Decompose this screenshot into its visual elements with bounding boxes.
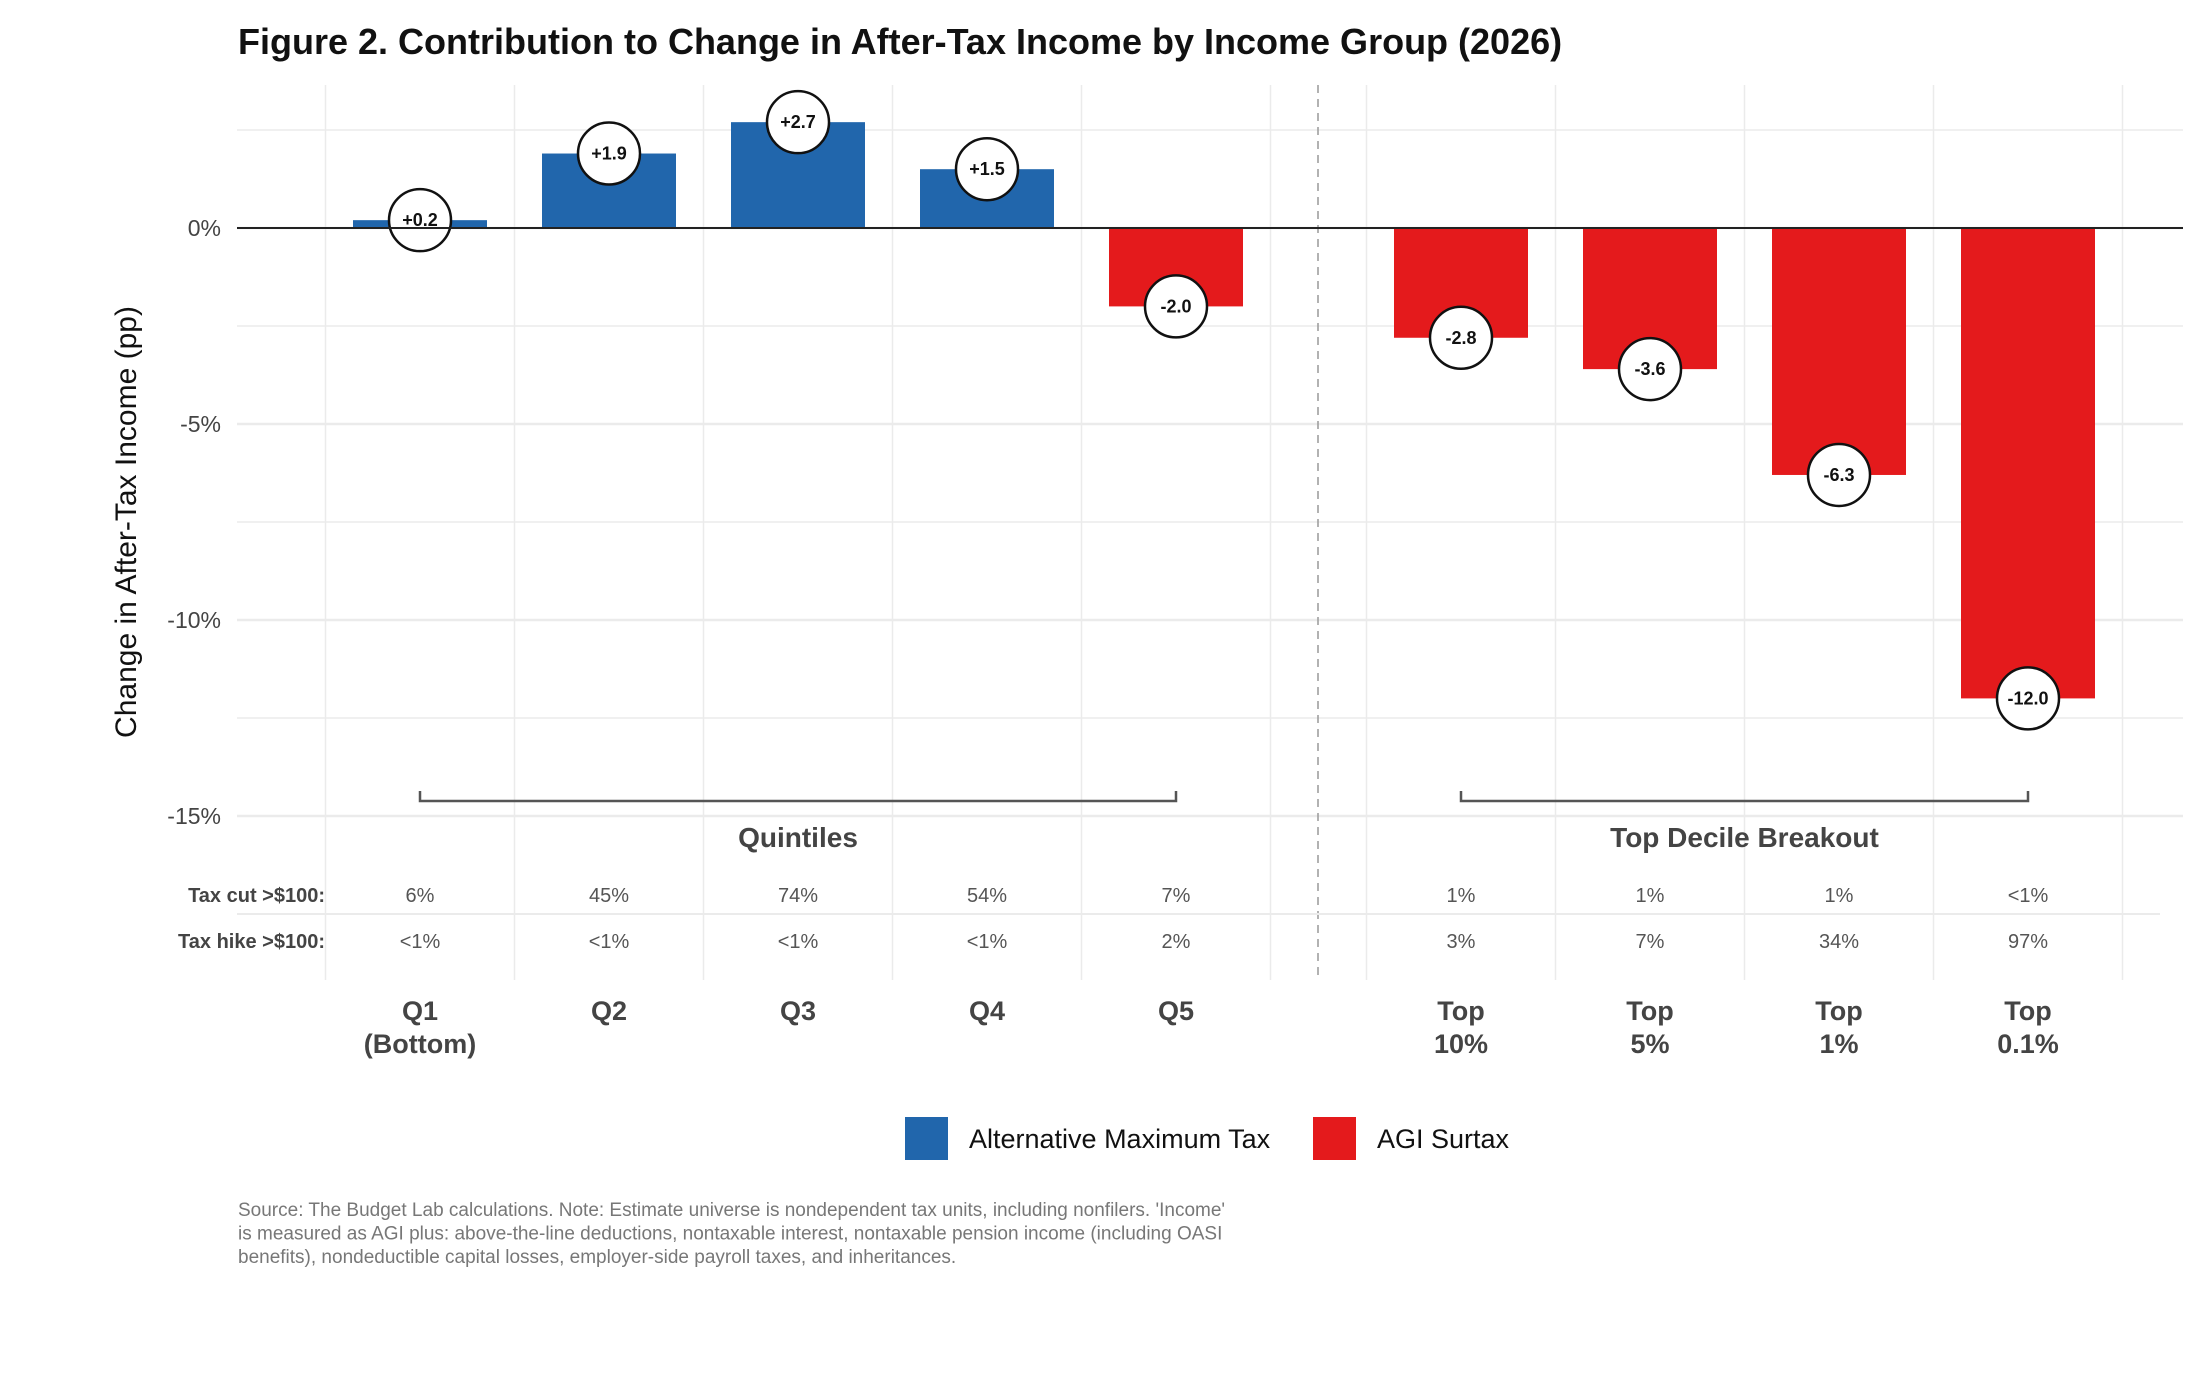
gridlines bbox=[237, 85, 2183, 980]
x-axis: Q1(Bottom)Q2 Q3 Q4 Q5 Top10%Top5%Top1%Top0.1… bbox=[364, 996, 2059, 1059]
bars bbox=[353, 122, 2095, 699]
x-tick-label: Q3 bbox=[780, 996, 816, 1026]
y-axis-label: Change in After-Tax Income (pp) bbox=[110, 306, 143, 738]
tax-hike-share: 97% bbox=[2008, 931, 2048, 953]
source-note-line: is measured as AGI plus: above-the-line … bbox=[238, 1224, 1222, 1245]
x-tick-label: Top bbox=[2004, 996, 2051, 1026]
chart-title: Figure 2. Contribution to Change in Afte… bbox=[238, 21, 1562, 62]
tax-cut-share: 54% bbox=[967, 885, 1007, 907]
legend-label: Alternative Maximum Tax bbox=[969, 1124, 1271, 1154]
group-label: Top Decile Breakout bbox=[1610, 822, 1879, 853]
tax-hike-share: 7% bbox=[1636, 931, 1665, 953]
tax-hike-share: <1% bbox=[589, 931, 630, 953]
tax-cut-share: 1% bbox=[1825, 885, 1854, 907]
tax-cut-share: 1% bbox=[1447, 885, 1476, 907]
row-label-tax-cut: Tax cut >$100: bbox=[188, 885, 325, 907]
data-label-circle bbox=[954, 136, 1020, 202]
x-tick-label: (Bottom) bbox=[364, 1029, 476, 1059]
data-label: +1.5 bbox=[969, 159, 1005, 179]
tax-hike-share: 34% bbox=[1819, 931, 1859, 953]
data-label: -6.3 bbox=[1823, 465, 1854, 485]
x-tick-label: Q4 bbox=[969, 996, 1005, 1026]
data-label: +0.2 bbox=[402, 210, 438, 230]
y-tick-label: -5% bbox=[180, 411, 221, 437]
x-tick-label: 5% bbox=[1630, 1029, 1669, 1059]
y-tick-label: -10% bbox=[167, 607, 221, 633]
source-note-line: benefits), nondeductible capital losses,… bbox=[238, 1247, 956, 1268]
data-label: +2.7 bbox=[780, 112, 816, 132]
x-tick-label: Q5 bbox=[1158, 996, 1194, 1026]
source-note-line: Source: The Budget Lab calculations. Not… bbox=[238, 1200, 1225, 1221]
x-tick-label: 10% bbox=[1434, 1029, 1488, 1059]
bar-top-1% bbox=[1772, 228, 1906, 475]
x-tick-label: Top bbox=[1815, 996, 1862, 1026]
tax-hike-share: <1% bbox=[400, 931, 441, 953]
tax-cut-share: 45% bbox=[589, 885, 629, 907]
data-label: -3.6 bbox=[1634, 359, 1665, 379]
data-label: +1.9 bbox=[591, 144, 627, 164]
data-label: -12.0 bbox=[2007, 688, 2048, 708]
x-tick-label: Top bbox=[1437, 996, 1484, 1026]
tax-cut-share: 7% bbox=[1162, 885, 1191, 907]
data-label-circle bbox=[1995, 666, 2061, 731]
tax-cut-share: 1% bbox=[1636, 885, 1665, 907]
tax-cut-share: 6% bbox=[406, 885, 435, 907]
x-tick-label: 0.1% bbox=[1997, 1029, 2059, 1059]
data-label-circle bbox=[1143, 274, 1209, 339]
source-note: Source: The Budget Lab calculations. Not… bbox=[238, 1200, 1225, 1268]
data-label-circle bbox=[1806, 442, 1872, 508]
x-tick-label: Q2 bbox=[591, 996, 627, 1026]
legend: Alternative Maximum Tax AGI Surtax bbox=[905, 1117, 1510, 1160]
tax-hike-share: 3% bbox=[1447, 931, 1476, 953]
group-bracket bbox=[1459, 791, 2030, 803]
data-labels: +0.2 +1.9 +2.7 +1.5 -2.0 -2.8 -3.6 -6.3 -12.0 bbox=[387, 89, 2061, 731]
group-label: Quintiles bbox=[738, 822, 858, 853]
y-tick-label: -15% bbox=[167, 803, 221, 829]
y-tick-label: 0% bbox=[188, 215, 221, 241]
legend-swatch-alternative-maximum-tax bbox=[905, 1117, 948, 1160]
bar-top-0.1% bbox=[1961, 228, 2095, 699]
data-label-circle bbox=[765, 89, 831, 155]
row-label-tax-hike: Tax hike >$100: bbox=[178, 931, 325, 953]
x-tick-label: Top bbox=[1626, 996, 1673, 1026]
tax-hike-share: <1% bbox=[778, 931, 819, 953]
share-table: Tax cut >$100: Tax hike >$100: 6% <1% 45% <1%… bbox=[178, 885, 2160, 953]
x-tick-label: 1% bbox=[1819, 1029, 1858, 1059]
legend-swatch-agi-surtax bbox=[1313, 1117, 1356, 1160]
data-label-circle bbox=[576, 121, 642, 186]
group-bracket bbox=[418, 791, 1178, 803]
tax-cut-share: 74% bbox=[778, 885, 818, 907]
x-tick-label: Q1 bbox=[402, 996, 438, 1026]
tax-hike-share: <1% bbox=[967, 931, 1008, 953]
data-label-circle bbox=[1428, 305, 1494, 371]
legend-label: AGI Surtax bbox=[1377, 1124, 1510, 1154]
y-axis: 0% -5% -10% -15% Change in After-Tax Income … bbox=[110, 215, 2183, 853]
tax-cut-share: <1% bbox=[2008, 885, 2049, 907]
data-label: -2.0 bbox=[1160, 296, 1191, 316]
tax-hike-share: 2% bbox=[1162, 931, 1191, 953]
data-label: -2.8 bbox=[1445, 328, 1476, 348]
data-label-circle bbox=[387, 187, 453, 253]
data-label-circle bbox=[1617, 336, 1683, 402]
